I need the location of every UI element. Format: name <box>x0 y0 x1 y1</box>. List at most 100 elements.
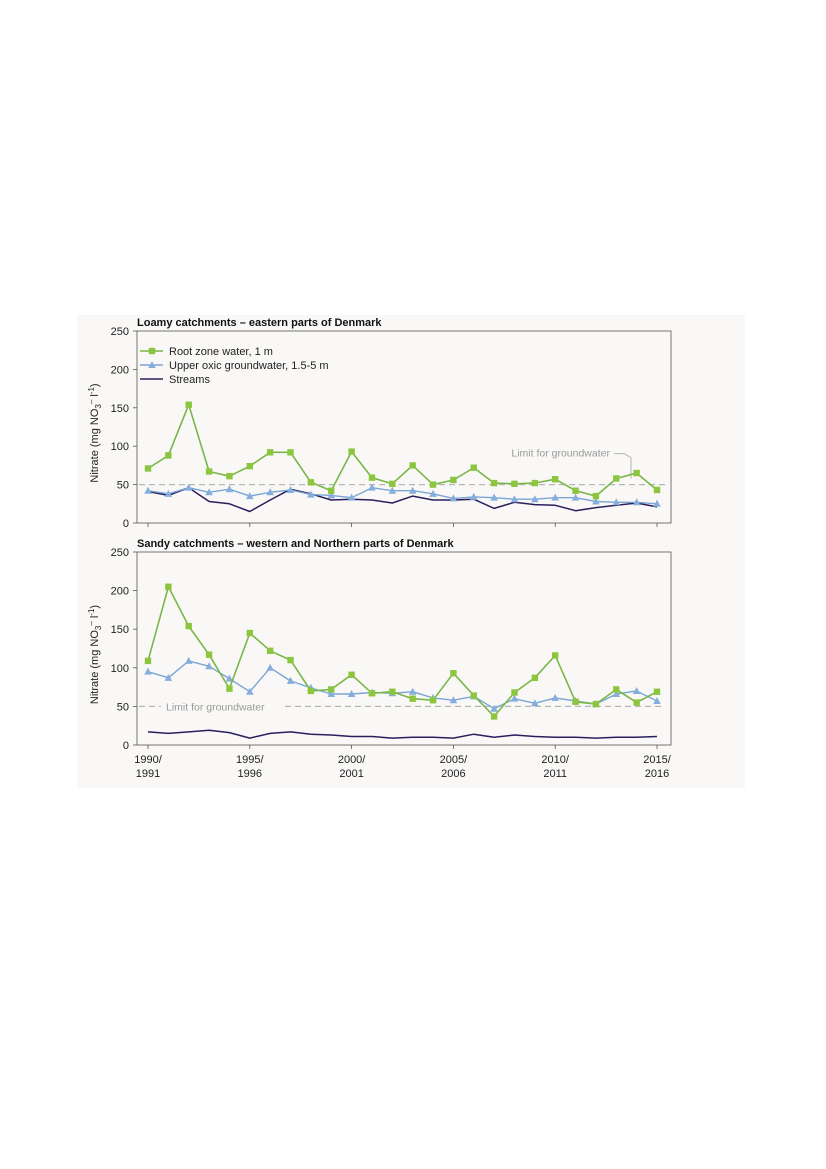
point-groundwater <box>531 495 539 503</box>
legend: Root zone water, 1 m Upper oxic groundwat… <box>140 346 329 386</box>
point-groundwater <box>205 662 213 670</box>
point-groundwater <box>266 663 274 671</box>
legend-label-root-zone: Root zone water, 1 m <box>169 346 273 358</box>
x-tick-label: 2010/ <box>541 754 569 766</box>
x-tick-label: 2016 <box>645 768 669 780</box>
y-tick-label: 50 <box>117 701 129 713</box>
point-root-zone <box>490 479 498 487</box>
series-line-streams <box>147 729 658 739</box>
point-groundwater <box>184 656 193 664</box>
point-root-zone <box>144 657 152 665</box>
point-groundwater <box>144 486 152 494</box>
point-groundwater <box>286 676 295 684</box>
point-root-zone <box>409 695 416 702</box>
series-line-groundwater <box>147 486 658 505</box>
panel-2: Sandy catchments – western and Northern … <box>87 538 672 780</box>
legend-label-groundwater: Upper oxic groundwater, 1.5-5 m <box>169 360 329 372</box>
point-groundwater <box>632 498 641 506</box>
point-root-zone <box>287 449 294 456</box>
x-tick-label: 2005/ <box>440 754 468 766</box>
point-root-zone <box>572 487 579 494</box>
point-groundwater <box>551 493 559 501</box>
point-groundwater <box>327 491 336 499</box>
point-groundwater <box>490 704 498 712</box>
point-groundwater <box>531 699 539 707</box>
chart-canvas: Loamy catchments – eastern parts of Denm… <box>87 317 672 780</box>
point-root-zone <box>328 487 335 494</box>
point-root-zone <box>348 671 355 678</box>
point-groundwater <box>225 485 234 493</box>
y-tick-label: 50 <box>117 480 129 492</box>
point-root-zone <box>429 481 437 488</box>
point-root-zone <box>226 472 233 480</box>
point-root-zone <box>389 480 396 488</box>
point-groundwater <box>653 499 661 507</box>
point-groundwater <box>246 687 254 695</box>
y-tick-label: 100 <box>111 663 129 675</box>
point-root-zone <box>613 686 620 693</box>
y-tick-label: 0 <box>123 518 129 530</box>
point-root-zone <box>205 651 213 658</box>
plot-frame <box>136 330 672 524</box>
point-root-zone <box>531 479 539 487</box>
point-groundwater <box>164 489 173 497</box>
point-groundwater <box>246 492 254 500</box>
legend-marker-root-zone <box>148 347 156 355</box>
series-line-streams <box>147 486 658 513</box>
point-root-zone <box>450 670 457 677</box>
point-groundwater <box>286 485 295 493</box>
point-groundwater <box>368 483 376 491</box>
point-root-zone <box>592 700 600 708</box>
point-root-zone <box>429 697 437 704</box>
x-tick-label: 2001 <box>339 768 363 780</box>
point-root-zone <box>490 713 498 720</box>
point-groundwater <box>632 686 641 694</box>
point-groundwater <box>612 498 621 506</box>
point-root-zone <box>144 465 152 472</box>
point-root-zone <box>307 479 315 486</box>
point-groundwater <box>469 492 478 500</box>
y-tick-label: 200 <box>111 586 129 598</box>
y-tick-label: 100 <box>111 441 129 453</box>
chart-title: Loamy catchments – eastern parts of Denm… <box>137 317 382 329</box>
x-tick-label: 1995/ <box>236 754 264 766</box>
point-groundwater <box>449 494 458 502</box>
point-root-zone <box>531 674 539 682</box>
point-root-zone <box>266 449 274 456</box>
point-root-zone <box>287 656 294 664</box>
point-groundwater <box>449 696 458 704</box>
point-root-zone <box>592 492 600 500</box>
y-tick-label: 250 <box>111 326 129 338</box>
point-root-zone <box>389 688 396 695</box>
point-groundwater <box>184 483 193 491</box>
point-root-zone <box>552 476 559 483</box>
x-tick-label: 2000/ <box>338 754 366 766</box>
point-groundwater <box>612 690 621 698</box>
x-tick-label: 1996 <box>238 768 262 780</box>
point-groundwater <box>551 693 559 701</box>
point-groundwater <box>347 493 356 501</box>
y-tick-label: 150 <box>111 624 129 636</box>
y-tick-label: 0 <box>123 740 129 752</box>
legend-marker-groundwater <box>148 361 156 368</box>
limit-label: Limit for groundwater <box>166 701 265 713</box>
x-tick-label: 2015/ <box>643 754 671 766</box>
point-root-zone <box>307 687 315 695</box>
point-root-zone <box>470 692 477 699</box>
point-groundwater <box>144 667 152 675</box>
y-axis-label: Nitrate (mg NO3– l-1) <box>87 383 103 482</box>
point-root-zone <box>185 401 192 408</box>
limit-label: Limit for groundwater <box>511 448 610 460</box>
point-groundwater <box>408 687 417 695</box>
point-groundwater <box>490 493 498 501</box>
point-root-zone <box>246 462 253 470</box>
series-line-root-zone <box>147 403 658 497</box>
y-tick-label: 250 <box>111 547 129 559</box>
point-root-zone <box>409 462 416 469</box>
point-groundwater <box>225 674 234 682</box>
point-groundwater <box>571 493 580 501</box>
point-root-zone <box>653 486 661 494</box>
point-root-zone <box>552 652 559 659</box>
y-axis-label: Nitrate (mg NO3– l-1) <box>87 605 103 704</box>
point-root-zone <box>165 583 172 590</box>
